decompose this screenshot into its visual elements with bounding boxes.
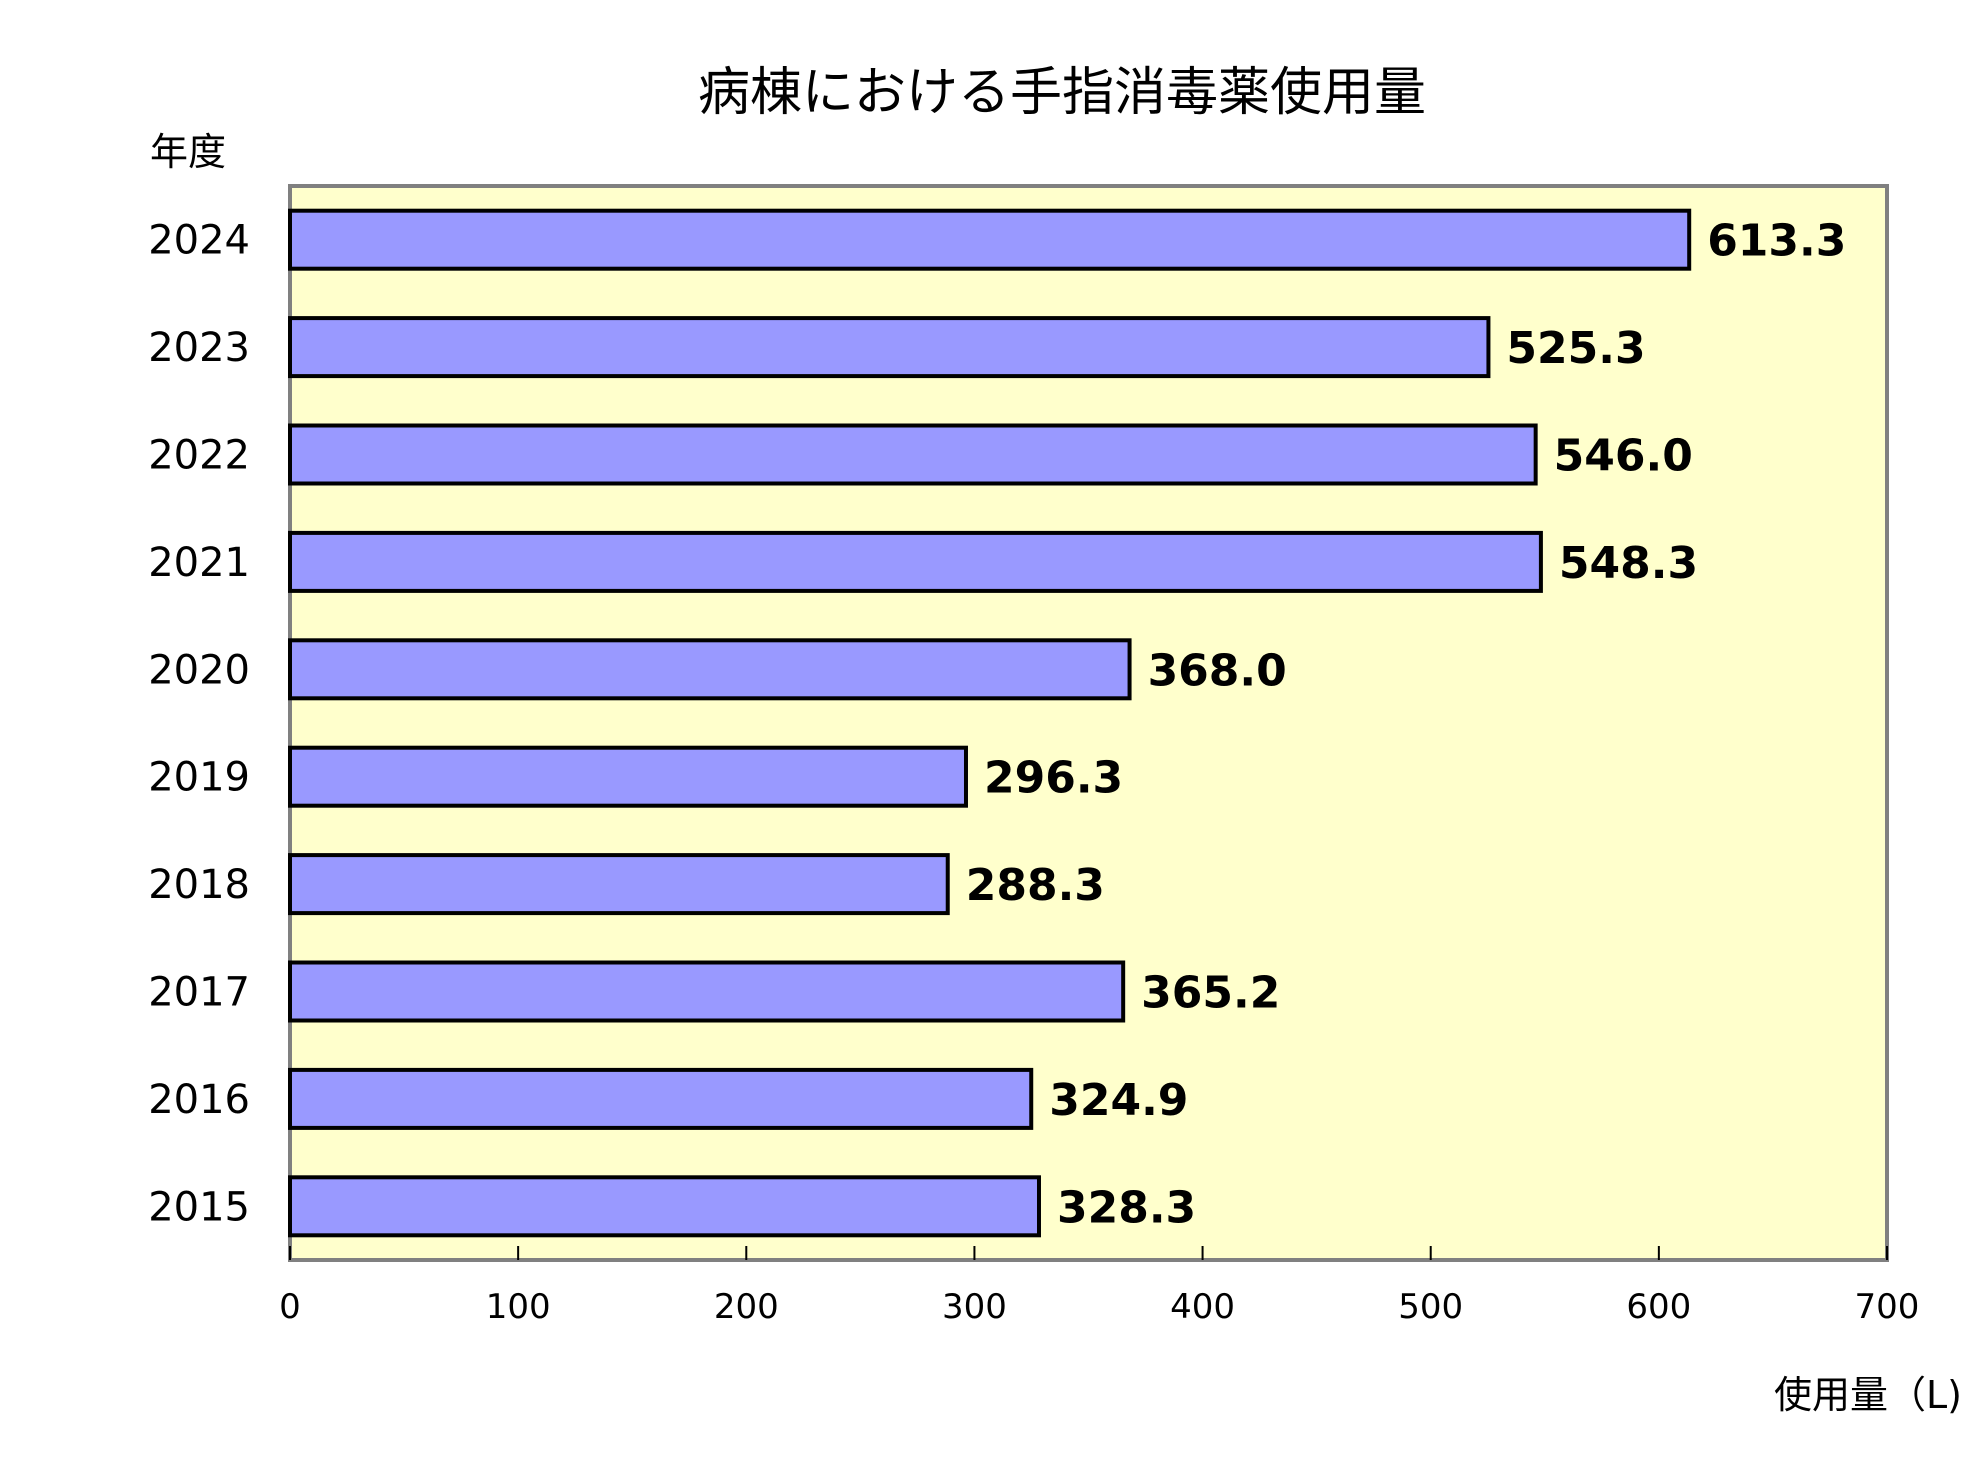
- bar-2019: [288, 745, 968, 808]
- y-axis-label: 年度: [150, 130, 226, 174]
- x-tick-label: 600: [1626, 1287, 1691, 1327]
- category-label: 2021: [148, 540, 250, 586]
- x-tick-label: 300: [942, 1287, 1007, 1327]
- bar-2024: [288, 208, 1692, 271]
- value-label: 548.3: [1559, 538, 1698, 589]
- category-label: 2024: [148, 218, 250, 264]
- x-tick-label: 500: [1398, 1287, 1463, 1327]
- x-tick-label: 700: [1855, 1287, 1920, 1327]
- value-label: 525.3: [1506, 323, 1645, 374]
- bar-2021: [288, 530, 1543, 593]
- bar-2023: [288, 316, 1491, 379]
- chart-title: 病棟における手指消毒薬使用量: [698, 63, 1426, 123]
- x-axis-label: 使用量（L): [1774, 1373, 1962, 1417]
- bar-2015: [288, 1175, 1041, 1238]
- category-label: 2022: [148, 433, 250, 479]
- bar-2016: [288, 1067, 1034, 1130]
- value-label: 368.0: [1148, 645, 1287, 696]
- category-label: 2019: [148, 755, 250, 801]
- value-label: 328.3: [1057, 1182, 1196, 1233]
- bar-2020: [288, 638, 1132, 701]
- category-label: 2015: [148, 1184, 250, 1230]
- x-tick-label: 200: [714, 1287, 779, 1327]
- bar-2017: [288, 960, 1126, 1023]
- category-label: 2017: [148, 970, 250, 1016]
- category-label: 2020: [148, 647, 250, 693]
- x-tick-label: 400: [1170, 1287, 1235, 1327]
- category-label: 2018: [148, 862, 250, 908]
- bar-2018: [288, 853, 950, 916]
- value-label: 613.3: [1707, 216, 1846, 267]
- value-label: 288.3: [966, 860, 1105, 911]
- x-tick-label: 0: [279, 1287, 301, 1327]
- value-label: 546.0: [1554, 431, 1693, 482]
- x-tick-label: 100: [486, 1287, 551, 1327]
- category-label: 2016: [148, 1077, 250, 1123]
- bar-2022: [288, 423, 1538, 486]
- value-label: 324.9: [1049, 1075, 1188, 1126]
- category-label: 2023: [148, 325, 250, 371]
- value-label: 365.2: [1141, 968, 1280, 1019]
- value-label: 296.3: [984, 753, 1123, 804]
